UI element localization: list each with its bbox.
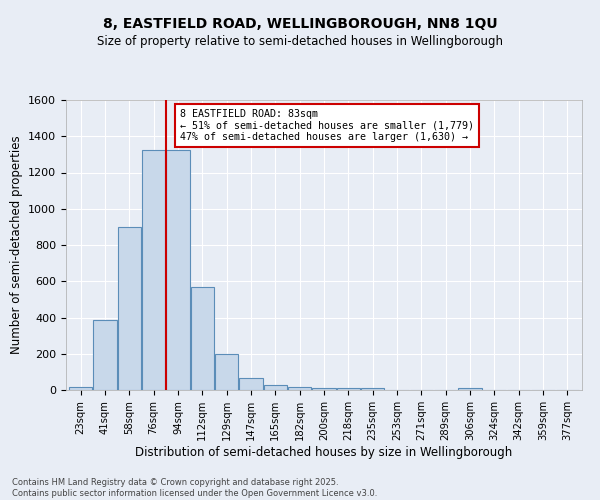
Y-axis label: Number of semi-detached properties: Number of semi-detached properties	[10, 136, 23, 354]
Text: 8 EASTFIELD ROAD: 83sqm
← 51% of semi-detached houses are smaller (1,779)
47% of: 8 EASTFIELD ROAD: 83sqm ← 51% of semi-de…	[179, 108, 473, 142]
Text: Size of property relative to semi-detached houses in Wellingborough: Size of property relative to semi-detach…	[97, 35, 503, 48]
Bar	[458, 388, 482, 390]
Bar	[191, 286, 214, 390]
Text: 8, EASTFIELD ROAD, WELLINGBOROUGH, NN8 1QU: 8, EASTFIELD ROAD, WELLINGBOROUGH, NN8 1…	[103, 18, 497, 32]
Bar	[361, 388, 384, 390]
Bar	[215, 354, 238, 390]
Bar	[142, 150, 165, 390]
Bar	[118, 227, 141, 390]
Bar	[94, 320, 116, 390]
Bar	[313, 388, 335, 390]
X-axis label: Distribution of semi-detached houses by size in Wellingborough: Distribution of semi-detached houses by …	[136, 446, 512, 458]
Bar	[264, 384, 287, 390]
Bar	[239, 378, 263, 390]
Bar	[337, 388, 360, 390]
Bar	[288, 386, 311, 390]
Bar	[166, 150, 190, 390]
Text: Contains HM Land Registry data © Crown copyright and database right 2025.
Contai: Contains HM Land Registry data © Crown c…	[12, 478, 377, 498]
Bar	[69, 386, 92, 390]
